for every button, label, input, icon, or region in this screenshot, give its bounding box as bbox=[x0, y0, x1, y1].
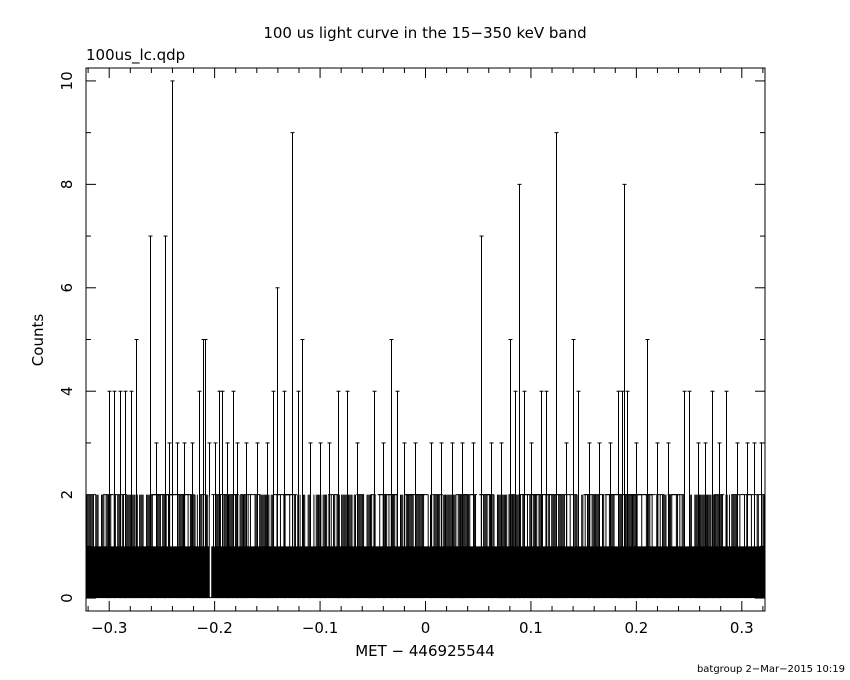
x-tick-label: −0.1 bbox=[302, 619, 338, 637]
x-tick-label: 0.2 bbox=[624, 619, 648, 637]
x-tick-label: 0.1 bbox=[519, 619, 543, 637]
axis-ticks bbox=[86, 68, 765, 611]
chart-title: 100 us light curve in the 15−350 keV ban… bbox=[263, 24, 586, 42]
x-tick-label: −0.2 bbox=[196, 619, 232, 637]
y-tick-label: 6 bbox=[58, 283, 76, 293]
y-tick-label: 8 bbox=[58, 180, 76, 190]
y-tick-label: 0 bbox=[58, 593, 76, 603]
y-axis-label: Counts bbox=[29, 314, 47, 367]
y-tick-label: 10 bbox=[58, 71, 76, 90]
y-tick-label: 2 bbox=[58, 490, 76, 500]
axis-tick-labels: −0.3 −0.2 −0.1 0 0.1 0.2 0.3 0 2 4 6 8 10 bbox=[58, 71, 754, 637]
chart-subtitle: 100us_lc.qdp bbox=[86, 46, 185, 65]
y-tick-label: 4 bbox=[58, 386, 76, 396]
x-tick-label: 0.3 bbox=[730, 619, 754, 637]
x-tick-label: 0 bbox=[421, 619, 431, 637]
x-axis-label: MET − 446925544 bbox=[355, 642, 495, 660]
footer-stamp: batgroup 2−Mar−2015 10:19 bbox=[697, 664, 845, 675]
x-tick-label: −0.3 bbox=[91, 619, 127, 637]
histogram-bars bbox=[86, 80, 765, 599]
